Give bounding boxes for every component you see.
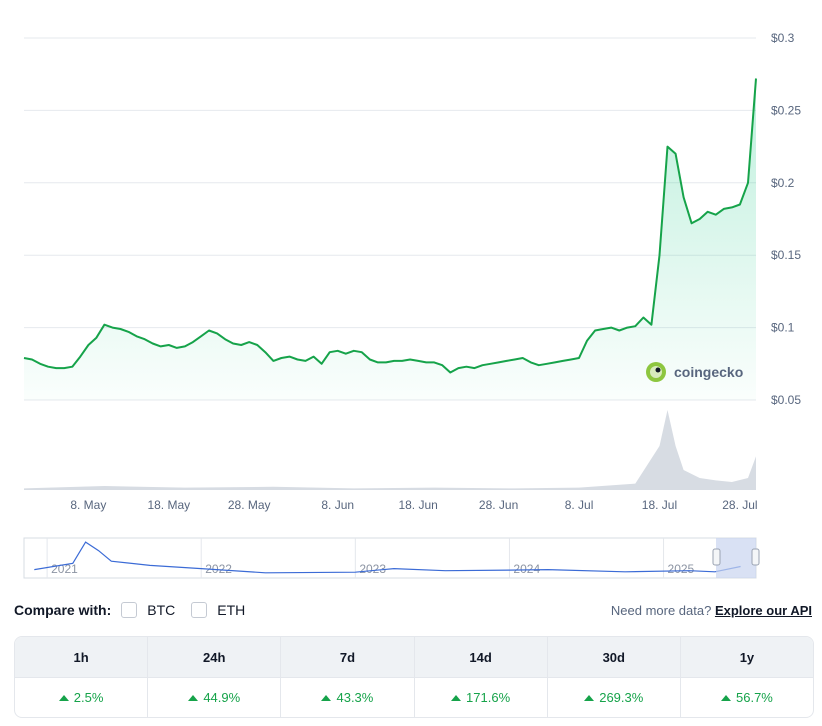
- x-tick-label: 8. Jul: [565, 498, 594, 512]
- checkbox-box[interactable]: [191, 602, 208, 618]
- performance-table: 1h 24h 7d 14d 30d 1y 2.5% 44.9% 43.3% 17…: [14, 636, 814, 718]
- y-tick-label: $0.15: [771, 248, 801, 262]
- compare-btc-checkbox[interactable]: BTC: [121, 602, 175, 618]
- x-tick-label: 18. Jul: [642, 498, 677, 512]
- x-axis-ticks: 8. May 18. May 28. May 8. Jun 18. Jun 28. Jun…: [70, 498, 757, 512]
- y-tick-label: $0.2: [771, 176, 795, 190]
- y-tick-label: $0.25: [771, 103, 801, 117]
- up-caret-icon: [584, 694, 595, 701]
- value-30d: 269.3%: [547, 677, 681, 717]
- volume-area: [24, 410, 756, 490]
- navigator-handle-right[interactable]: [751, 548, 760, 566]
- y-tick-label: $0.1: [771, 321, 795, 335]
- x-tick-label: 18. May: [147, 498, 190, 512]
- compare-btc-label: BTC: [147, 602, 176, 618]
- price-chart[interactable]: $0.3 $0.25 $0.2 $0.15 $0.1 $0.05 8. May 18. Ma…: [0, 0, 822, 520]
- header-1y: 1y: [739, 649, 755, 665]
- navigator-line: [34, 541, 741, 574]
- value-24h: 44.9%: [148, 677, 282, 717]
- change-7d: 43.3%: [336, 690, 374, 705]
- compare-label: Compare with:: [14, 602, 112, 618]
- navigator-year-label: 2023: [359, 562, 386, 576]
- header-7d: 7d: [281, 637, 415, 677]
- header-24h: 24h: [148, 637, 282, 677]
- value-7d: 43.3%: [281, 677, 415, 717]
- navigator-handle-left[interactable]: [712, 548, 721, 566]
- navigator-selection[interactable]: [716, 538, 756, 578]
- up-caret-icon: [451, 694, 462, 701]
- x-tick-label: 8. Jun: [321, 498, 354, 512]
- performance-header-row: 1h 24h 7d 14d 30d 1y: [15, 637, 813, 677]
- navigator-year-label: 2024: [513, 562, 540, 576]
- header-30d: 30d: [548, 637, 681, 677]
- x-tick-label: 8. May: [70, 498, 106, 512]
- api-promo: Need more data? Explore our API: [611, 603, 812, 618]
- x-tick-label: 28. May: [228, 498, 271, 512]
- x-tick-label: 28. Jun: [479, 498, 518, 512]
- change-24h: 44.9%: [203, 690, 241, 705]
- explore-api-link[interactable]: Explore our API: [714, 602, 812, 618]
- x-tick-label: 28. Jul: [722, 498, 757, 512]
- y-axis-ticks: $0.3 $0.25 $0.2 $0.15 $0.1 $0.05: [771, 31, 801, 407]
- up-caret-icon: [188, 694, 199, 701]
- header-1h: 1h: [15, 637, 149, 677]
- change-30d: 269.3%: [599, 690, 644, 705]
- change-14d: 171.6%: [466, 690, 511, 705]
- up-caret-icon: [58, 694, 69, 701]
- change-1h: 2.5%: [73, 690, 104, 705]
- up-caret-icon: [321, 694, 332, 701]
- navigator-year-label: 2025: [668, 562, 695, 576]
- value-1h: 2.5%: [15, 677, 149, 717]
- checkbox-box[interactable]: [121, 602, 138, 618]
- up-caret-icon: [721, 694, 731, 701]
- coingecko-watermark: coingecko: [646, 362, 743, 382]
- range-navigator[interactable]: 2021 2022 2023 2024 2025: [0, 532, 822, 582]
- volume-bars: [24, 410, 756, 490]
- compare-eth-label: ETH: [217, 602, 246, 618]
- value-1y: 56.7%: [680, 677, 813, 717]
- value-14d: 171.6%: [414, 677, 548, 717]
- compare-bar: Compare with: BTC ETH Need more data? Ex…: [14, 600, 812, 620]
- x-tick-label: 18. Jun: [398, 498, 437, 512]
- compare-eth-checkbox[interactable]: ETH: [191, 602, 245, 618]
- api-prompt: Need more data?: [610, 602, 712, 618]
- change-1y: 56.7%: [736, 690, 773, 705]
- header-14d: 14d: [415, 637, 548, 677]
- y-tick-label: $0.3: [771, 31, 795, 45]
- price-area: [24, 78, 756, 400]
- y-tick-label: $0.05: [771, 393, 801, 407]
- watermark-text: coingecko: [674, 364, 743, 380]
- navigator-year-label: 2022: [205, 562, 232, 576]
- price-line: [23, 78, 757, 374]
- performance-values-row: 2.5% 44.9% 43.3% 171.6% 269.3% 56.7%: [15, 677, 813, 717]
